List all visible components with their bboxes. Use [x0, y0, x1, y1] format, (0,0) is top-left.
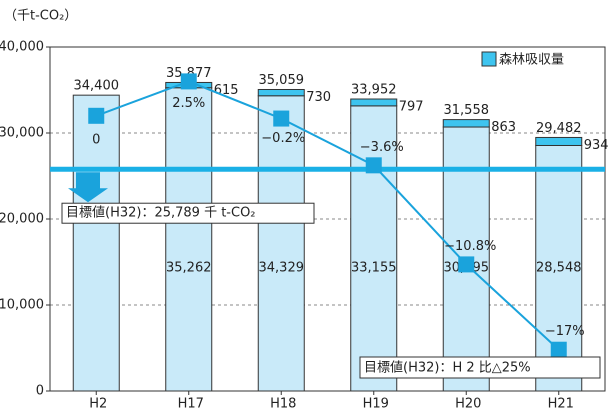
note-box — [359, 356, 601, 379]
bar — [257, 88, 305, 97]
x-tick-label: H19 — [363, 397, 389, 412]
bar — [535, 136, 583, 146]
unit-label: （千t-CO₂） — [4, 9, 77, 24]
total-label: 31,558 — [444, 103, 490, 118]
bar — [72, 94, 120, 392]
line-marker — [273, 110, 290, 127]
target-box — [61, 202, 315, 224]
bar — [442, 119, 490, 128]
line-marker — [458, 256, 475, 273]
bar — [257, 95, 305, 392]
y-tick-label: 40,000 — [0, 40, 44, 55]
line-label: 0 — [92, 132, 100, 147]
line-marker — [365, 157, 382, 174]
bar — [350, 98, 398, 107]
x-tick-label: H20 — [455, 397, 481, 412]
x-tick-label: H17 — [178, 397, 204, 412]
bar-label: 934 — [584, 138, 609, 153]
y-tick-label: 0 — [36, 384, 44, 399]
x-tick-label: H21 — [548, 397, 574, 412]
bar-label: 28,548 — [536, 261, 582, 276]
line-marker — [180, 73, 197, 90]
bar-label: 33,155 — [351, 261, 397, 276]
legend-label: 森林吸収量 — [499, 53, 564, 68]
total-label: 34,400 — [74, 79, 120, 94]
bar-label: 863 — [491, 120, 516, 135]
y-tick-label: 20,000 — [0, 212, 44, 227]
total-label: 33,952 — [351, 83, 397, 98]
line-label: 2.5% — [172, 96, 205, 111]
y-tick-label: 30,000 — [0, 126, 44, 141]
legend-swatch — [481, 51, 497, 67]
line-marker — [88, 107, 105, 124]
target-note: 目標値(H32)：H 2 比△25% — [364, 360, 531, 376]
bar-label: 730 — [306, 90, 331, 105]
bar-label: 34,329 — [259, 261, 305, 276]
y-tick-label: 10,000 — [0, 298, 44, 313]
plot-frame — [49, 46, 606, 392]
target-arrow — [68, 172, 108, 203]
line — [95, 80, 560, 351]
target-label: 目標値(H32)：25,789 千 t-CO₂ — [66, 205, 256, 221]
bar — [350, 105, 398, 392]
bar-label: 797 — [399, 100, 424, 115]
line-label: −10.8% — [444, 239, 496, 254]
bar — [165, 87, 213, 392]
x-tick-label: H18 — [270, 397, 296, 412]
line-marker — [550, 341, 567, 358]
total-label: 35,059 — [259, 73, 305, 88]
x-tick-label: H2 — [89, 397, 107, 412]
line-label: −0.2% — [261, 131, 305, 146]
bar-label: 35,262 — [166, 261, 212, 276]
line-label: −3.6% — [360, 140, 404, 155]
total-label: 29,482 — [536, 121, 582, 136]
line-label: −17% — [545, 324, 585, 339]
